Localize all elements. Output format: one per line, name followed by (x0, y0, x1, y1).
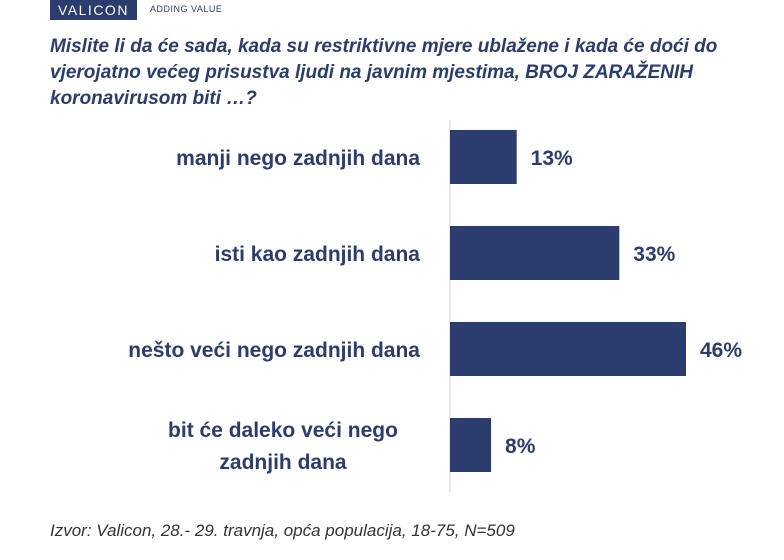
category-label-4: bit će daleko veći nego zadnjih dana (168, 419, 398, 474)
bar-3 (450, 322, 686, 376)
logo-tagline: ADDING VALUE (150, 4, 223, 14)
bar-chart: 13% manji nego zadnjih dana 33% isti kao za… (128, 120, 742, 492)
category-label-1: manji nego zadnjih dana (176, 147, 420, 170)
category-label-2: isti kao zadnjih dana (215, 243, 421, 266)
value-label-1: 13% (531, 147, 573, 170)
category-label-3: nešto veći nego zadnjih dana (128, 339, 420, 362)
bar-1 (450, 130, 517, 184)
bar-2 (450, 226, 620, 280)
source-note: Izvor: Valicon, 28.- 29. travnja, opća p… (50, 521, 515, 540)
value-label-3: 46% (700, 339, 742, 362)
value-label-4: 8% (505, 435, 536, 458)
bar-4 (450, 418, 492, 472)
valicon-logo: VALICON (50, 0, 137, 20)
value-label-2: 33% (633, 243, 675, 266)
chart-title: Mislite li da će sada, kada su restrikti… (50, 36, 718, 109)
